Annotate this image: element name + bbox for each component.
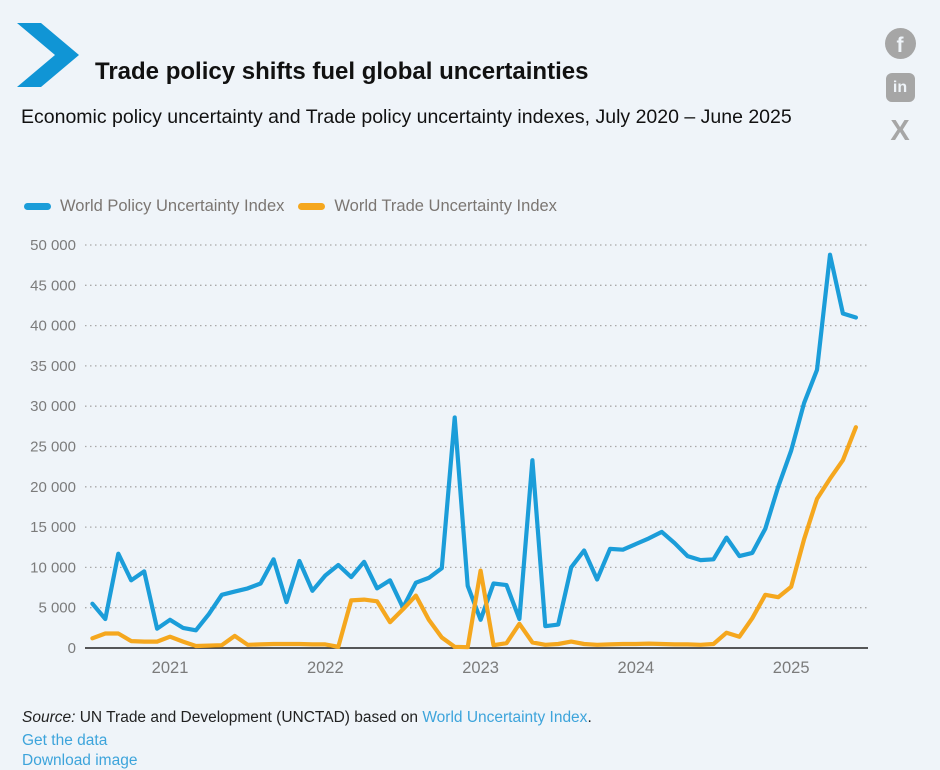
legend-swatch-orange [298,203,325,210]
x-axis-tick-label: 2022 [307,659,344,677]
x-icon: X [890,117,909,146]
legend-label: World Trade Uncertainty Index [334,197,557,216]
linkedin-icon: in [886,73,915,102]
x-axis-tick-label: 2023 [462,659,499,677]
source-prefix: Source: [22,709,75,726]
facebook-share-button[interactable]: f [885,28,916,59]
chevron-right-icon-svg [17,23,81,87]
y-axis-tick-label: 45 000 [30,277,76,294]
x-share-button[interactable]: X [885,116,916,147]
legend-item-policy-uncertainty: World Policy Uncertainty Index [24,197,284,216]
footer: Source: UN Trade and Development (UNCTAD… [22,708,592,770]
social-share-bar: f in X [884,28,916,147]
y-axis-tick-label: 35 000 [30,358,76,375]
chevron-shape [17,23,79,87]
x-axis-tick-label: 2021 [152,659,189,677]
y-axis-tick-label: 40 000 [30,318,76,335]
source-line: Source: UN Trade and Development (UNCTAD… [22,708,592,728]
y-axis-tick-label: 30 000 [30,398,76,415]
page-title: Trade policy shifts fuel global uncertai… [95,58,588,86]
legend-swatch-blue [24,203,51,210]
y-axis-tick-label: 15 000 [30,519,76,536]
legend-item-trade-uncertainty: World Trade Uncertainty Index [298,197,557,216]
download-image-link[interactable]: Download image [22,751,592,770]
linkedin-share-button[interactable]: in [885,72,916,103]
source-link[interactable]: World Uncertainty Index [422,709,587,726]
series-line-world-policy-uncertainty-index [92,255,856,631]
legend-label: World Policy Uncertainty Index [60,197,284,216]
chart-legend: World Policy Uncertainty Index World Tra… [24,197,571,216]
get-the-data-link[interactable]: Get the data [22,731,592,751]
chevron-right-icon [17,23,81,87]
facebook-icon: f [885,28,916,59]
x-axis-tick-label: 2025 [773,659,810,677]
source-text: UN Trade and Development (UNCTAD) based … [75,709,422,726]
y-axis-tick-label: 5 000 [38,600,76,617]
chart-subtitle: Economic policy uncertainty and Trade po… [21,104,821,131]
y-axis-tick-label: 25 000 [30,439,76,456]
uncertainty-line-chart: 0 5 000 10 000 15 000 20 000 25 000 30 000 35 0… [0,226,940,690]
y-axis-tick-label: 0 [68,640,76,657]
source-suffix: . [587,709,591,726]
y-axis-tick-label: 50 000 [30,237,76,254]
footer-links: Get the data Download image [22,731,592,770]
x-axis-tick-label: 2024 [618,659,655,677]
y-axis-tick-label: 20 000 [30,479,76,496]
y-axis-tick-label: 10 000 [30,559,76,576]
